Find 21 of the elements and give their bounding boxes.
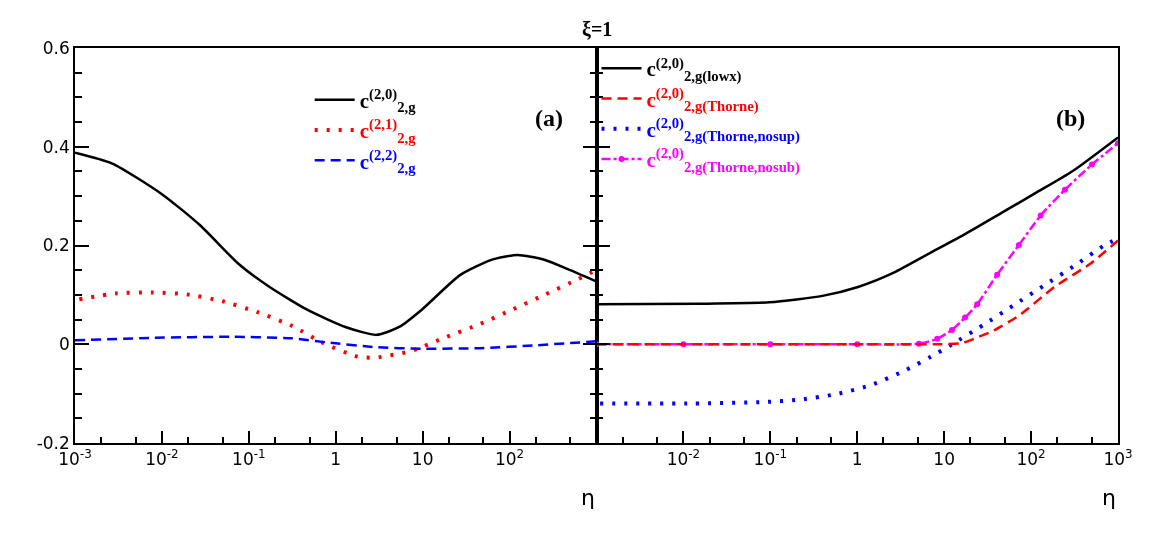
x-axis-title: η (581, 485, 595, 510)
y-tick-label: 0 (59, 334, 70, 355)
x-tick-label: 1 (330, 449, 342, 470)
x-tick-label: 10$^{-1}$ (232, 447, 266, 470)
x-tick-label: 10$^{3}$ (1103, 447, 1133, 470)
annotation: (a) (535, 105, 563, 131)
annotation: (b) (1056, 105, 1086, 131)
x-tick-label: 10 (411, 449, 434, 470)
x-tick-label: 10$^{2}$ (1016, 447, 1046, 470)
y-tick-label: 0.6 (42, 37, 70, 58)
x-tick-label: 1 (851, 449, 863, 470)
x-tick-label: 10$^{-1}$ (753, 447, 788, 470)
chart-title: ξ=1 (582, 18, 613, 40)
x-tick-label: 10 (933, 449, 955, 470)
x-tick-label: 10$^{2}$ (494, 447, 525, 470)
y-tick-label: -0.2 (36, 432, 70, 453)
x-tick-label: 10$^{-2}$ (666, 447, 701, 470)
y-tick-label: 0.4 (42, 136, 70, 157)
x-tick-label: 10$^{-2}$ (145, 447, 179, 470)
x-axis-title: η (1102, 485, 1116, 510)
y-tick-label: 0.2 (42, 235, 70, 256)
